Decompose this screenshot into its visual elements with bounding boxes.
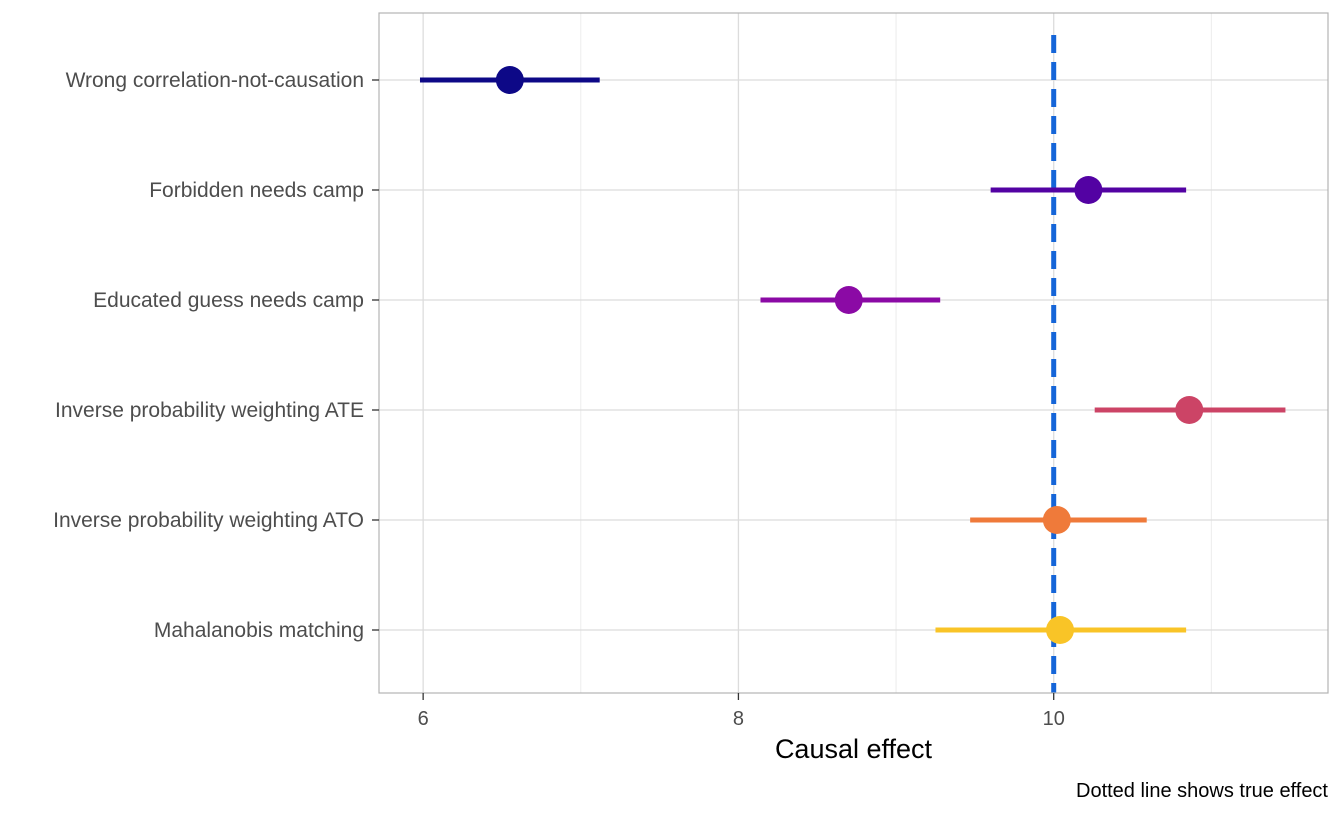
estimate-point [495, 66, 524, 94]
y-tick-label: Wrong correlation-not-causation [66, 69, 364, 92]
x-axis-title: Causal effect [775, 734, 933, 764]
y-tick-label: Inverse probability weighting ATO [53, 509, 364, 532]
y-tick-label: Educated guess needs camp [93, 289, 364, 312]
plot-border [378, 12, 1329, 694]
estimate-point [834, 286, 863, 314]
plot-background [379, 13, 1328, 693]
estimate-point [1042, 506, 1071, 534]
x-tick-label: 8 [733, 708, 744, 730]
estimate-point [1046, 616, 1075, 644]
grid-minor [580, 13, 1212, 693]
x-axis: 6 8 10 [418, 693, 1065, 730]
marks [419, 66, 1286, 644]
caption: Dotted line shows true effect [1076, 780, 1328, 802]
y-axis: Wrong correlation-not-causation Forbidden… [53, 69, 379, 642]
x-tick-label: 6 [418, 708, 429, 730]
x-tick-label: 10 [1043, 708, 1065, 730]
estimate-point [1175, 396, 1204, 424]
y-tick-label: Mahalanobis matching [154, 619, 364, 642]
estimate-point [1074, 176, 1103, 204]
y-tick-label: Forbidden needs camp [149, 179, 364, 202]
y-tick-label: Inverse probability weighting ATE [55, 399, 364, 422]
